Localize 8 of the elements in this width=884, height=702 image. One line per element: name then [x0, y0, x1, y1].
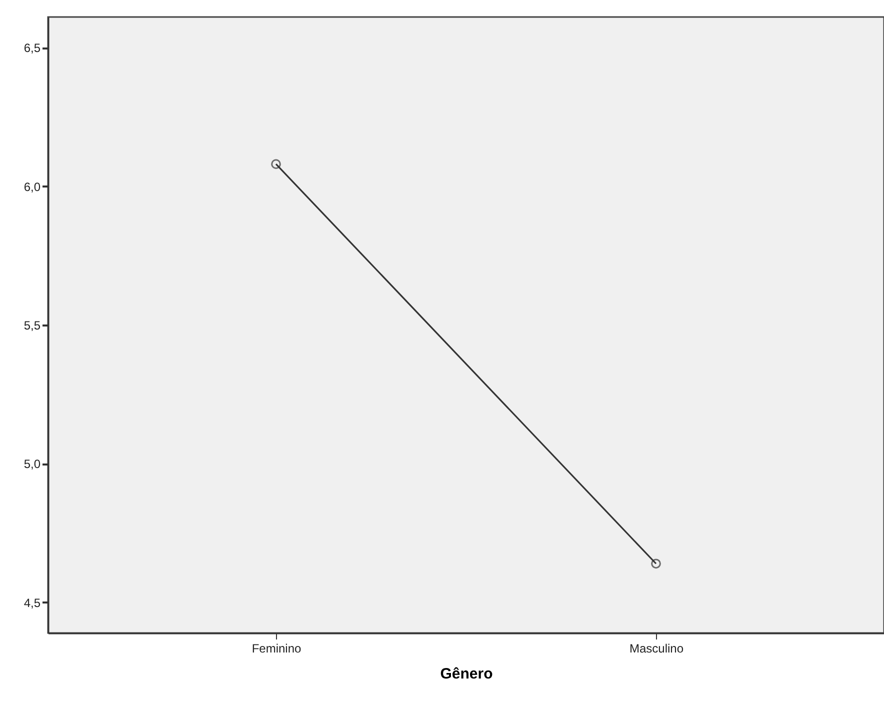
y-tick-label: 6,5: [24, 41, 41, 56]
y-tick-label: 4,5: [24, 596, 41, 610]
x-axis-title: Gênero: [440, 666, 493, 682]
y-tick-label: 6,0: [24, 180, 41, 194]
y-tick-label: 5,0: [24, 457, 41, 472]
y-tick-label: 5,5: [24, 318, 41, 332]
x-tick-label: Masculino: [629, 642, 684, 656]
x-tick-label: Feminino: [252, 642, 302, 656]
